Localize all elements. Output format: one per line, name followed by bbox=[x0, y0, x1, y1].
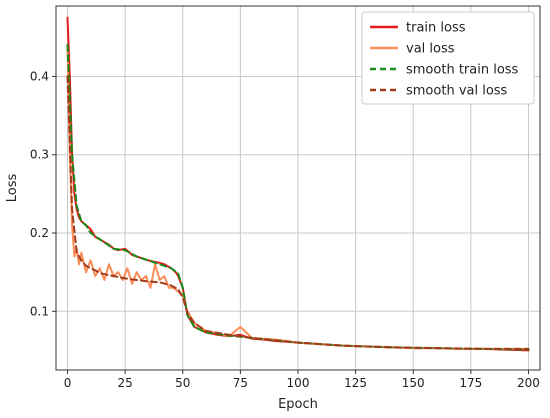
x-tick-label: 125 bbox=[344, 376, 367, 390]
y-axis-label: Loss bbox=[5, 174, 20, 203]
y-axis-ticks: 0.1 0.2 0.3 0.4 bbox=[30, 69, 56, 318]
x-tick-label: 200 bbox=[517, 376, 540, 390]
y-tick-label: 0.3 bbox=[30, 148, 49, 162]
x-tick-label: 75 bbox=[233, 376, 248, 390]
x-tick-label: 150 bbox=[402, 376, 425, 390]
x-tick-label: 100 bbox=[287, 376, 310, 390]
x-tick-label: 25 bbox=[118, 376, 133, 390]
x-axis-ticks: 0 25 50 75 100 125 150 175 200 bbox=[64, 370, 540, 390]
x-tick-label: 0 bbox=[64, 376, 72, 390]
x-tick-label: 175 bbox=[459, 376, 482, 390]
series-layer bbox=[66, 16, 530, 352]
legend-label: train loss bbox=[406, 21, 466, 36]
x-axis-label: Epoch bbox=[278, 397, 318, 412]
legend-label: val loss bbox=[406, 42, 455, 57]
y-tick-label: 0.1 bbox=[30, 304, 49, 318]
legend-box bbox=[361, 11, 535, 105]
series-line-smooth-val-loss bbox=[66, 75, 530, 350]
legend: train loss val loss smooth train loss smoot… bbox=[361, 11, 535, 105]
legend-label: smooth train loss bbox=[406, 63, 519, 78]
y-tick-label: 0.2 bbox=[30, 226, 49, 240]
y-tick-label: 0.4 bbox=[30, 69, 49, 83]
x-tick-label: 50 bbox=[175, 376, 190, 390]
legend-label: smooth val loss bbox=[406, 84, 508, 99]
